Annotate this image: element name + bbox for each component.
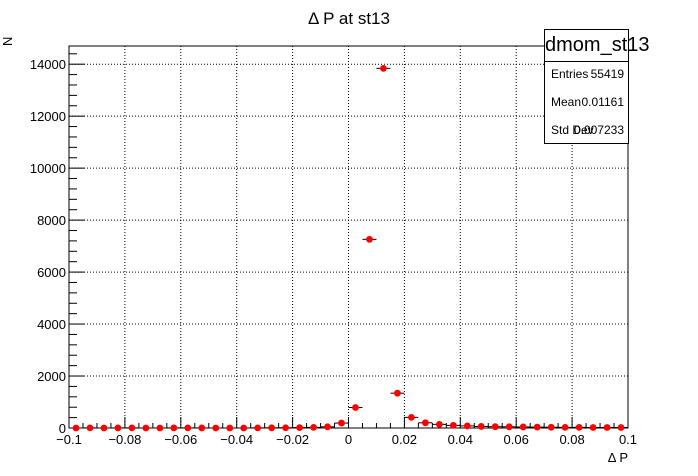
stats-label: Entries [551, 67, 589, 81]
y-axis-label: N [0, 37, 15, 46]
data-point [352, 404, 359, 411]
y-tick-labels: 0 2000 4000 6000 8000 10000 12000 14000 [30, 57, 66, 436]
data-point [310, 423, 317, 431]
axis-ticks [68, 53, 629, 429]
data-point [226, 424, 234, 432]
data-point [86, 424, 94, 432]
x-tick-label: 0 [345, 432, 352, 447]
data-point [575, 423, 583, 431]
x-axis-label: Δ P [608, 450, 628, 465]
data-point [463, 422, 471, 430]
data-point [477, 423, 485, 430]
y-tick-label: 2000 [37, 369, 66, 384]
stats-value: 0.007233 [573, 123, 624, 137]
x-tick-label: −0.08 [108, 432, 141, 447]
y-tick-label: 12000 [30, 109, 66, 124]
data-point [184, 424, 192, 432]
data-point [449, 422, 457, 429]
stats-label: Std Dev [551, 123, 594, 137]
x-tick-label: −0.02 [276, 432, 309, 447]
data-point [212, 424, 220, 432]
stats-row-entries: Entries 55419 [551, 67, 624, 87]
data-point [421, 419, 429, 427]
data-point [505, 423, 513, 431]
data-point [589, 424, 597, 431]
stats-title: dmom_st13 [545, 30, 650, 62]
y-tick-label: 10000 [30, 161, 66, 176]
x-tick-label: −0.06 [164, 432, 197, 447]
y-tick-label: 14000 [30, 57, 66, 72]
data-point [268, 424, 276, 432]
data-point [407, 413, 415, 421]
data-point [72, 424, 80, 432]
x-tick-label: 0.08 [559, 432, 584, 447]
data-point [338, 419, 345, 427]
stats-row-std-dev: Std Dev 0.007233 [551, 123, 624, 143]
grid-lines [69, 46, 628, 428]
y-tick-label: 4000 [37, 317, 66, 332]
data-point [296, 424, 303, 432]
data-point [533, 423, 541, 431]
data-point [198, 424, 206, 432]
x-tick-label: 0.06 [504, 432, 529, 447]
data-point [142, 424, 150, 432]
data-point [547, 423, 555, 431]
x-tick-label: −0.04 [220, 432, 253, 447]
data-point [394, 389, 401, 397]
data-point [491, 423, 499, 431]
stats-value: 0.01161 [581, 95, 625, 109]
stats-value: 55419 [590, 67, 624, 81]
data-point [603, 424, 611, 431]
data-point [366, 235, 373, 243]
data-point [435, 420, 443, 428]
data-point [254, 424, 262, 432]
chart-title: Δ P at st13 [308, 9, 390, 28]
y-tick-label: 6000 [37, 265, 66, 280]
data-point [324, 423, 331, 431]
stats-box: dmom_st13 Entries 55419 Mean 0.01161 Std… [544, 29, 650, 144]
data-point [561, 423, 569, 431]
x-tick-label: 0.1 [619, 432, 637, 447]
stats-label: Mean [551, 95, 582, 109]
data-point [170, 424, 178, 432]
y-tick-label: 0 [59, 421, 66, 436]
data-point [128, 424, 136, 432]
data-point [282, 424, 290, 432]
x-tick-label: 0.04 [448, 432, 473, 447]
y-tick-label: 8000 [37, 213, 66, 228]
data-point [617, 424, 625, 431]
stats-row-mean: Mean 0.01161 [551, 95, 624, 115]
data-point [519, 423, 527, 431]
data-point [156, 424, 164, 432]
data-points [69, 64, 628, 432]
data-point [380, 64, 387, 72]
data-point [240, 424, 248, 432]
x-tick-labels: −0.1 −0.08 −0.06 −0.04 −0.02 0 0.02 0.04 0.06 0.0… [56, 432, 637, 447]
data-point [100, 424, 108, 432]
x-tick-label: −0.1 [56, 432, 82, 447]
x-tick-label: 0.02 [392, 432, 417, 447]
data-point [114, 424, 122, 432]
